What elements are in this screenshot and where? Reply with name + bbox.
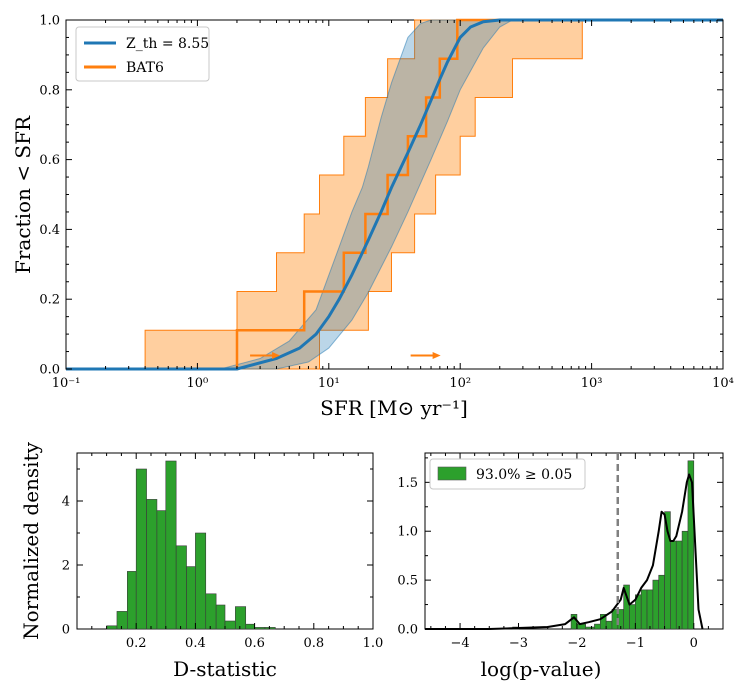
- d-statistic-y-tick-label: 2: [62, 559, 70, 574]
- cdf-x-tick-label: 10⁰: [187, 376, 209, 391]
- cdf-x-axis-label: SFR [M⊙ yr⁻¹]: [320, 396, 468, 420]
- p-value-legend-swatch: [437, 466, 467, 481]
- bat6-confidence-band: [66, 20, 723, 369]
- model-band-lower-edge: [66, 19, 723, 370]
- cdf-x-tick-label: 10²: [449, 376, 471, 391]
- p-value-y-tick-label: 1.5: [397, 476, 418, 491]
- cdf-plot-area: [66, 18, 723, 371]
- d-statistic-x-tick-label: 0.4: [185, 636, 206, 651]
- cdf-x-tick-label: 10³: [581, 376, 603, 391]
- p-value-ticks: −4 −3 −2 −1 0 0.0 0.5 1.0 1.5: [397, 453, 724, 651]
- cdf-x-tick-label: 10⁴: [712, 376, 734, 391]
- d-statistic-bar: [116, 611, 128, 630]
- p-value-bar: [594, 623, 601, 630]
- d-statistic-x-tick-label: 0.6: [244, 636, 265, 651]
- legend-bat6-label: BAT6: [126, 60, 164, 76]
- d-statistic-bar: [245, 623, 255, 630]
- d-statistic-bar: [156, 510, 167, 630]
- d-statistic-bar: [205, 593, 217, 630]
- cdf-y-tick-label: 0.6: [39, 153, 60, 168]
- p-value-x-axis-label: log(p-value): [481, 657, 602, 681]
- d-statistic-bar: [224, 620, 236, 630]
- p-value-legend-label: 93.0% ≥ 0.05: [476, 467, 572, 483]
- p-value-y-tick-label: 0.0: [397, 623, 418, 638]
- d-statistic-bar: [175, 545, 187, 630]
- p-value-y-tick-label: 0.5: [397, 574, 418, 589]
- model-band-upper-edge: [66, 19, 723, 370]
- d-statistic-ticks: 0.2 0.4 0.6 0.8 1.0 0 2 4: [62, 453, 384, 651]
- bat6-band-upper-edge: [66, 19, 723, 370]
- cdf-y-tick-label: 0.8: [39, 83, 60, 98]
- cdf-panel: 10⁻¹ 10⁰ 10¹ 10² 10³ 10⁴ 0.0 0.2 0.4 0.6 0.8 1.0 SF…: [11, 14, 734, 421]
- bat6-limit-arrow-head: [432, 352, 441, 360]
- p-value-kde-curve: [425, 473, 704, 630]
- p-value-x-tick-label: 0: [690, 636, 698, 651]
- d-statistic-bar: [127, 571, 137, 630]
- cdf-y-tick-label: 0.4: [39, 223, 60, 238]
- d-statistic-bar: [215, 604, 226, 630]
- p-value-bars: [425, 453, 704, 630]
- d-statistic-panel: 0.2 0.4 0.6 0.8 1.0 0 2 4 D-statistic Normalize…: [19, 441, 383, 681]
- d-statistic-bar: [146, 499, 158, 630]
- bat6-step-line: [66, 18, 723, 371]
- p-value-y-tick-label: 1.0: [397, 525, 418, 540]
- p-value-bar: [640, 589, 648, 630]
- p-value-x-tick-label: −2: [567, 636, 586, 651]
- model-cdf-line: [66, 18, 723, 371]
- p-value-bar: [646, 589, 654, 630]
- cdf-x-tick-label: 10¹: [318, 376, 340, 391]
- p-value-bar: [576, 623, 586, 630]
- d-statistic-axes-frame: [76, 452, 374, 630]
- cdf-y-tick-label: 0.0: [39, 363, 60, 378]
- d-statistic-bar: [235, 606, 247, 630]
- d-statistic-bars: [106, 460, 276, 630]
- d-statistic-y-tick-label: 4: [62, 495, 70, 510]
- cdf-legend: Z_th = 8.55 BAT6: [75, 26, 210, 82]
- p-value-bar: [652, 579, 660, 630]
- p-value-x-tick-label: −3: [509, 636, 528, 651]
- cdf-ticks: 10⁻¹ 10⁰ 10¹ 10² 10³ 10⁴ 0.0 0.2 0.4 0.6 0.8 1.0: [39, 14, 734, 392]
- d-statistic-x-axis-label: D-statistic: [173, 657, 277, 681]
- cdf-x-tick-label: 10⁻¹: [52, 376, 81, 391]
- d-statistic-x-tick-label: 0.8: [303, 636, 324, 651]
- p-value-bar: [681, 530, 689, 630]
- d-statistic-x-tick-label: 0.2: [126, 636, 147, 651]
- d-statistic-bar: [165, 460, 177, 630]
- p-value-bar: [670, 540, 677, 630]
- p-value-x-tick-label: −4: [450, 636, 469, 651]
- cdf-y-axis-label: Fraction < SFR: [11, 115, 35, 274]
- bat6-limit-arrow-head: [272, 352, 281, 360]
- bat6-band-lower-edge: [66, 19, 723, 370]
- p-value-bar: [605, 620, 613, 630]
- d-statistic-bar: [135, 468, 147, 630]
- p-value-legend: 93.0% ≥ 0.05: [429, 458, 586, 490]
- cdf-y-tick-label: 0.2: [39, 293, 60, 308]
- d-statistic-bar: [195, 532, 207, 630]
- p-value-bar: [658, 574, 665, 630]
- d-statistic-bar: [254, 627, 266, 630]
- d-statistic-y-tick-label: 0: [62, 623, 70, 638]
- d-statistic-bar: [106, 625, 118, 630]
- p-value-legend-box: [429, 458, 586, 490]
- p-value-x-tick-label: −1: [626, 636, 645, 651]
- cdf-y-tick-label: 1.0: [39, 14, 60, 29]
- d-statistic-y-axis-label: Normalized density: [19, 441, 43, 640]
- d-statistic-bar: [186, 566, 196, 630]
- p-value-bar: [675, 540, 683, 630]
- d-statistic-x-tick-label: 1.0: [363, 636, 384, 651]
- p-value-panel: −4 −3 −2 −1 0 0.0 0.5 1.0 1.5 log(p-value) 93.0%…: [397, 452, 724, 681]
- legend-model-label: Z_th = 8.55: [126, 36, 209, 52]
- p-value-bar: [687, 460, 695, 630]
- d-statistic-bar: [264, 627, 276, 630]
- p-value-bar: [629, 604, 636, 630]
- model-confidence-band: [66, 20, 723, 369]
- p-value-bar: [585, 626, 595, 630]
